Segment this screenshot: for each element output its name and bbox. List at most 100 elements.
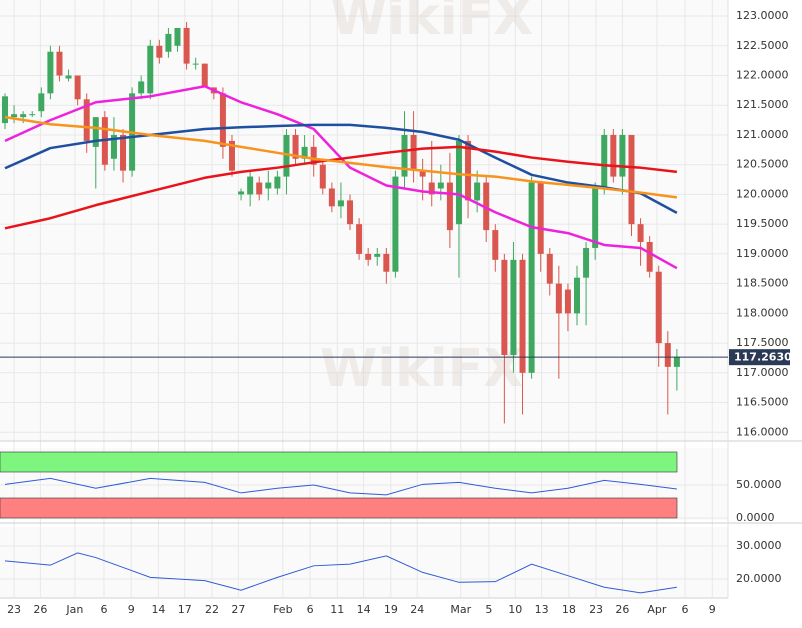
y-tick-label: 30.0000 [736,539,782,552]
candle-body [110,134,117,159]
y-tick-label: 120.5000 [736,158,789,171]
x-tick-label: 23 [589,603,603,616]
candle-body [292,134,299,159]
x-tick-label: 26 [615,603,629,616]
candle-body [274,176,281,189]
x-tick-label: Apr [647,603,667,616]
marks: 116.0000 116.5000 117.0000 117.5000 118.0000… [0,9,792,616]
candle-body [301,146,308,159]
candle-body [365,253,372,260]
candle-body [592,188,599,248]
y-tick-label: 118.0000 [736,306,789,319]
last-price-box [729,349,790,366]
candle-body [392,176,399,272]
x-tick-label: 9 [128,603,135,616]
moving-average [4,115,678,199]
x-tick-label: 17 [178,603,192,616]
candle-body [510,259,517,355]
y-tick-label: 121.0000 [736,128,789,141]
moving-average [4,84,678,270]
candle-body [664,343,671,367]
watermark: WikiFX [330,0,533,47]
moving-average [4,123,678,214]
x-tick-label: 9 [709,603,716,616]
x-tick-label: Mar [450,603,471,616]
candle-body [637,224,644,242]
candle-body [446,182,453,231]
x-tick-label: 10 [508,603,522,616]
y-tick-label: 117.5000 [736,336,789,349]
x-tick-label: 19 [384,603,398,616]
candle-body [247,176,254,195]
y-tick-label: 122.5000 [736,39,789,52]
candle-body [474,182,481,201]
candle-body [356,224,363,254]
candle-body [546,253,553,284]
x-tick-label: Feb [273,603,292,616]
x-tick-label: 24 [410,603,424,616]
candle-body [347,200,354,225]
candle-body [228,140,235,171]
candle-body [201,63,208,88]
candle-body [537,182,544,254]
x-tick-label: 26 [33,603,47,616]
candle-body [192,63,199,65]
y-tick-label: 120.0000 [736,187,789,200]
candle-body [619,134,626,177]
candle-body [47,51,54,94]
y-tick-label: 116.0000 [736,425,789,438]
candle-body [655,271,662,344]
y-tick-label: 123.0000 [736,9,789,22]
x-tick-label: 13 [535,603,549,616]
candle-body [256,182,263,195]
candle-body [383,253,390,272]
candle-body [410,134,417,171]
candle-body [555,283,562,314]
candle-body [601,134,608,189]
candle-body [310,146,317,165]
y-tick-label: 119.5000 [736,217,789,230]
candle-body [319,164,326,189]
candle-body [219,93,226,147]
indicator-line [4,552,677,594]
x-tick-label: 6 [307,603,314,616]
candle-body [265,182,272,189]
candle-body [673,357,680,367]
candle-body [29,114,36,116]
x-tick-label: 23 [7,603,21,616]
candle-body [38,93,45,112]
y-tick-label: 116.5000 [736,396,789,409]
y-tick-label: 117.0000 [736,366,789,379]
candle-body [138,81,145,94]
moving-average [4,145,678,230]
candle-body [455,140,462,225]
candle-body [83,99,90,141]
candle-body [646,242,653,272]
candle-body [11,114,18,118]
candle-body [156,45,163,58]
overbought-band [0,451,678,473]
candle-body [483,182,490,231]
candle-body [56,51,63,76]
candle-body [174,27,181,46]
y-tick-label: 0.0000 [736,511,775,524]
last-price-label: 117.2630 [734,351,792,364]
candle-body [65,75,72,79]
candle-body [492,230,499,260]
candle-body [583,247,590,278]
watermark: WikiFX [320,339,523,399]
candle-body [120,134,127,171]
y-tick-label: 119.0000 [736,247,789,260]
y-tick-label: 20.0000 [736,572,782,585]
x-tick-label: 6 [100,603,107,616]
x-tick-label: 5 [485,603,492,616]
candle-body [501,259,508,355]
x-tick-label: Jan [65,603,83,616]
y-tick-label: 118.5000 [736,277,789,290]
y-tick-label: 122.0000 [736,69,789,82]
x-tick-label: 22 [205,603,219,616]
oversold-band [0,497,678,519]
candle-body [165,33,172,52]
